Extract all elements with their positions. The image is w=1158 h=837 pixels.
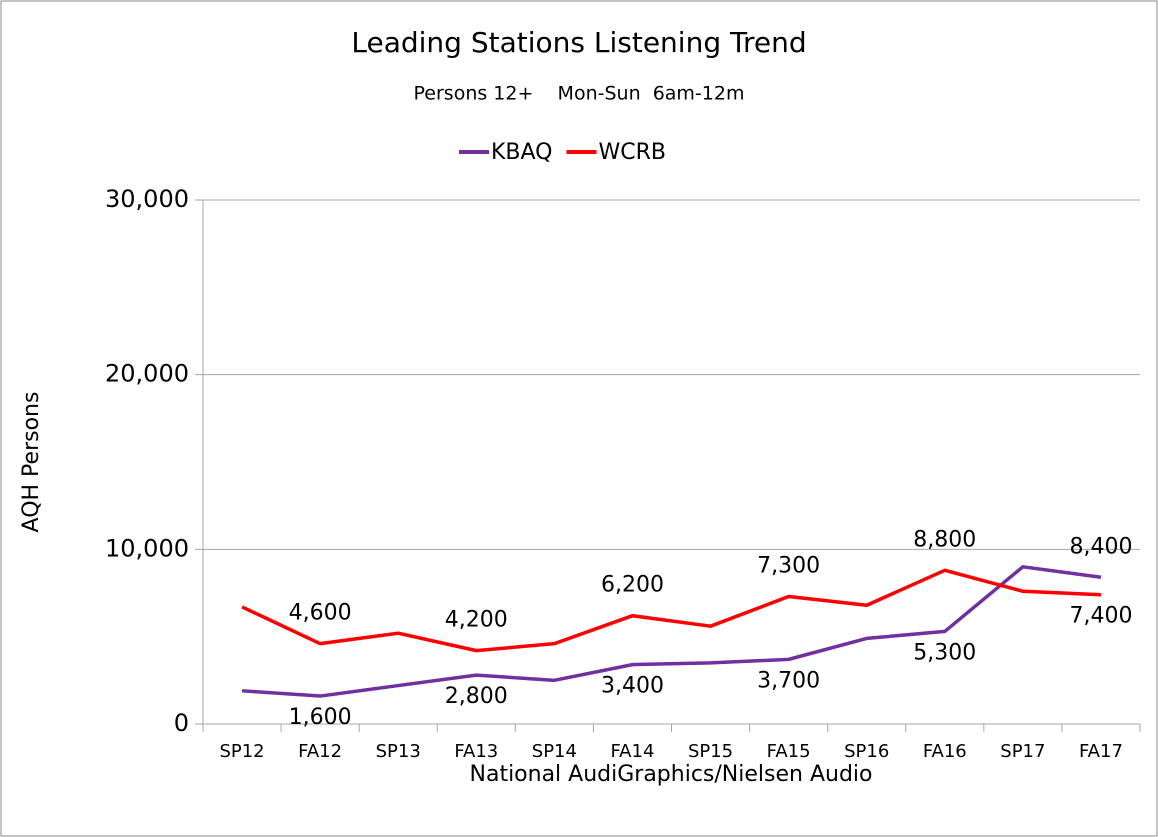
- data-label: 6,200: [601, 573, 664, 598]
- data-label: 1,600: [289, 705, 352, 730]
- legend-label: KBAQ: [491, 140, 553, 165]
- data-label: 2,800: [445, 684, 508, 709]
- y-tick-label: 20,000: [105, 360, 189, 388]
- data-label: 5,300: [913, 640, 976, 665]
- y-axis-title: AQH Persons: [19, 392, 44, 533]
- series-line: [241, 565, 1102, 698]
- x-tick-label: SP13: [376, 741, 421, 762]
- x-tick-label: FA17: [1079, 741, 1123, 762]
- x-tick-label: FA14: [610, 741, 654, 762]
- x-tick-label: SP12: [219, 741, 264, 762]
- y-tick-label: 0: [174, 709, 189, 737]
- data-label: 3,700: [757, 668, 820, 693]
- data-label: 7,300: [757, 553, 820, 578]
- x-tick-label: SP17: [1000, 741, 1045, 762]
- data-label: 4,200: [445, 608, 508, 633]
- chart-subtitle: Persons 12+ Mon-Sun 6am-12m: [414, 83, 745, 105]
- data-label: 7,400: [1069, 604, 1132, 629]
- chart-title: Leading Stations Listening Trend: [351, 26, 806, 59]
- legend-label: WCRB: [599, 140, 667, 165]
- x-tick-label: FA16: [923, 741, 967, 762]
- data-label: 4,600: [289, 601, 352, 626]
- x-tick-label: FA13: [454, 741, 498, 762]
- series-line: [241, 568, 1102, 653]
- x-tick-label: FA15: [767, 741, 811, 762]
- y-tick-label: 10,000: [105, 534, 189, 562]
- data-label: 8,400: [1069, 534, 1132, 559]
- x-tick-label: SP16: [844, 741, 889, 762]
- y-tick-label: 30,000: [105, 185, 189, 213]
- x-axis-title: National AudiGraphics/Nielsen Audio: [470, 762, 873, 787]
- data-label: 8,800: [913, 527, 976, 552]
- x-tick-label: SP14: [532, 741, 577, 762]
- x-tick-label: SP15: [688, 741, 733, 762]
- x-tick-label: FA12: [298, 741, 342, 762]
- data-label: 3,400: [601, 674, 664, 699]
